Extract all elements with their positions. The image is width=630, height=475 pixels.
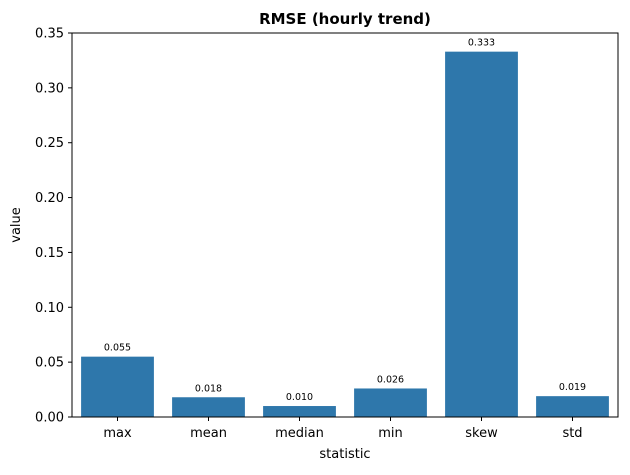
x-tick-label: std — [562, 426, 582, 441]
bar-skew — [445, 51, 518, 417]
chart-title: RMSE (hourly trend) — [259, 10, 431, 28]
data-label-std: 0.019 — [559, 382, 586, 393]
x-axis-ticks: max mean median min skew std — [103, 417, 583, 441]
y-tick-label: 0.25 — [35, 136, 64, 151]
y-tick-label: 0.20 — [35, 191, 64, 206]
x-axis-label: statistic — [319, 447, 370, 462]
y-tick-label: 0.15 — [35, 246, 64, 261]
bar-std — [536, 396, 609, 417]
y-tick-label: 0.35 — [35, 27, 64, 42]
data-label-min: 0.026 — [377, 374, 404, 385]
x-tick-label: skew — [465, 426, 498, 441]
data-label-max: 0.055 — [104, 343, 131, 354]
data-label-skew: 0.333 — [468, 38, 495, 49]
x-tick-label: median — [275, 426, 324, 441]
bars-group — [81, 51, 609, 417]
y-tick-label: 0.30 — [35, 81, 64, 96]
bar-median — [263, 406, 336, 417]
y-axis-label: value — [9, 207, 24, 243]
x-tick-label: mean — [190, 426, 227, 441]
data-labels-group: 0.055 0.018 0.010 0.026 0.333 0.019 — [104, 38, 586, 403]
y-tick-label: 0.05 — [35, 356, 64, 371]
y-axis-ticks: 0.00 0.05 0.10 0.15 0.20 0.25 0.30 0.35 — [35, 27, 72, 426]
bar-mean — [172, 397, 245, 417]
y-tick-label: 0.00 — [35, 411, 64, 426]
bar-max — [81, 356, 154, 417]
plot-frame — [71, 32, 619, 418]
data-label-mean: 0.018 — [195, 383, 222, 394]
y-tick-label: 0.10 — [35, 301, 64, 316]
x-tick-label: min — [378, 426, 403, 441]
data-label-median: 0.010 — [286, 392, 313, 403]
bar-min — [354, 388, 427, 417]
x-tick-label: max — [103, 426, 132, 441]
